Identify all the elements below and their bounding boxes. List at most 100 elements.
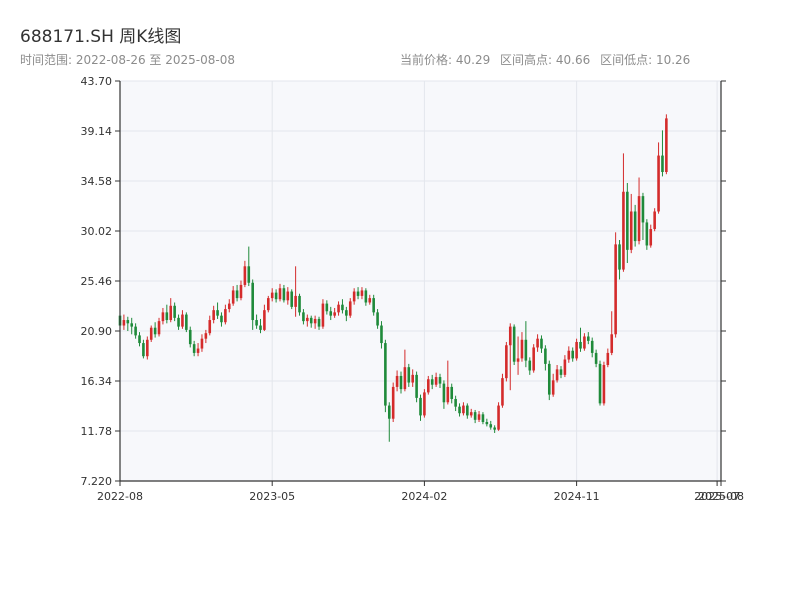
candle-body bbox=[235, 290, 239, 299]
candle-body bbox=[637, 196, 641, 242]
candle-body bbox=[657, 155, 660, 212]
candle-body bbox=[345, 310, 348, 316]
candle-body bbox=[516, 358, 520, 362]
candle bbox=[661, 130, 664, 177]
candle bbox=[505, 341, 508, 382]
candle-body bbox=[547, 363, 551, 395]
candle-body bbox=[458, 406, 461, 414]
candle-body bbox=[348, 301, 352, 316]
candle-body bbox=[618, 244, 621, 270]
candle-body bbox=[571, 350, 575, 359]
candle-body bbox=[173, 305, 176, 318]
candle-body bbox=[532, 347, 535, 371]
candle-body bbox=[294, 295, 297, 307]
candle bbox=[387, 402, 391, 442]
candle bbox=[216, 302, 219, 319]
candle-body bbox=[501, 378, 504, 406]
candle-body bbox=[298, 295, 301, 313]
candle bbox=[622, 153, 625, 272]
candle bbox=[356, 287, 360, 300]
candle bbox=[337, 301, 340, 316]
candle-body bbox=[360, 290, 364, 296]
candle bbox=[298, 293, 301, 316]
candle bbox=[415, 371, 418, 403]
candle bbox=[309, 315, 313, 328]
candle bbox=[442, 380, 446, 409]
candle bbox=[200, 334, 204, 352]
candle-body bbox=[290, 291, 294, 307]
candle bbox=[458, 403, 461, 417]
candle bbox=[399, 371, 403, 394]
candle bbox=[602, 361, 606, 406]
candle bbox=[360, 287, 364, 300]
candle-body bbox=[575, 341, 578, 359]
candle bbox=[173, 302, 176, 322]
candle-body bbox=[454, 398, 457, 407]
candle-body bbox=[653, 211, 656, 230]
candle-body bbox=[563, 359, 567, 375]
candle-body bbox=[391, 386, 395, 419]
candle-body bbox=[407, 367, 411, 383]
candle bbox=[212, 305, 215, 324]
candles bbox=[118, 114, 668, 442]
candle bbox=[559, 366, 563, 379]
candle bbox=[255, 314, 258, 329]
candle bbox=[157, 317, 161, 337]
candle bbox=[204, 329, 208, 344]
candle-body bbox=[266, 298, 270, 311]
candle-body bbox=[380, 325, 383, 344]
candle-body bbox=[520, 339, 524, 359]
candle bbox=[462, 402, 465, 416]
candle bbox=[364, 288, 368, 306]
candle-body bbox=[446, 386, 450, 403]
candle bbox=[532, 344, 535, 373]
x-tick-label: 2022-08 bbox=[97, 490, 143, 503]
candle bbox=[485, 418, 489, 427]
candle-body bbox=[384, 343, 387, 406]
candle bbox=[665, 114, 668, 175]
candle bbox=[161, 307, 165, 325]
candle-body bbox=[450, 386, 454, 399]
candle-body bbox=[329, 311, 333, 316]
candle-body bbox=[192, 344, 196, 353]
candle-body bbox=[555, 369, 559, 381]
candle bbox=[520, 332, 524, 362]
candle-body bbox=[399, 375, 403, 390]
candle-body bbox=[540, 338, 543, 349]
candle-body bbox=[489, 424, 493, 428]
candle bbox=[391, 382, 395, 423]
x-tick-label: 2025-07 bbox=[694, 490, 740, 503]
candle bbox=[547, 360, 551, 401]
grid-lines bbox=[119, 80, 722, 482]
candle bbox=[489, 420, 493, 430]
candle-body bbox=[411, 374, 414, 383]
candle-body bbox=[161, 312, 165, 322]
candle-body bbox=[551, 380, 555, 395]
candle-body bbox=[185, 314, 188, 330]
candle bbox=[528, 357, 532, 375]
candle bbox=[348, 298, 352, 318]
candle-body bbox=[567, 350, 571, 360]
candle-body bbox=[286, 291, 290, 301]
candle bbox=[333, 307, 336, 318]
candle-body bbox=[313, 318, 317, 324]
candle-body bbox=[505, 345, 508, 379]
candle bbox=[633, 204, 637, 247]
candle bbox=[395, 370, 399, 392]
candle-body bbox=[169, 305, 173, 321]
candle bbox=[196, 343, 200, 357]
candle bbox=[430, 374, 434, 390]
y-tick-label: 16.34 bbox=[81, 375, 113, 388]
candle-body bbox=[352, 291, 356, 302]
y-tick-label: 30.02 bbox=[81, 225, 113, 238]
candle-body bbox=[598, 363, 602, 404]
axes: 7.220 11.78 16.34 20.90 25.46 30.02 34.58 39.14… bbox=[81, 75, 744, 503]
range-low-label: 区间低点: 10.26 bbox=[600, 53, 691, 67]
candle bbox=[540, 335, 543, 353]
candle bbox=[450, 383, 454, 404]
candle bbox=[149, 325, 153, 342]
candle bbox=[251, 279, 254, 330]
candle bbox=[610, 311, 614, 356]
range-high-label: 区间高点: 40.66 bbox=[500, 53, 591, 67]
candle bbox=[376, 309, 379, 329]
